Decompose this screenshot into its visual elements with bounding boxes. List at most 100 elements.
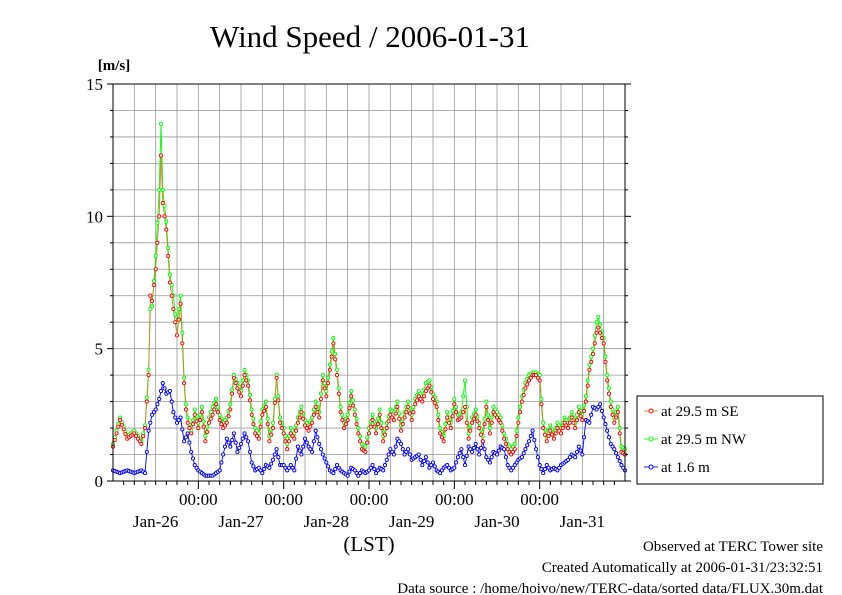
data-point (567, 455, 572, 460)
data-point (402, 415, 407, 420)
data-point (471, 416, 476, 421)
data-point (544, 439, 549, 444)
data-point (468, 447, 473, 452)
data-point (253, 426, 258, 431)
data-point (326, 464, 331, 469)
data-point (169, 293, 174, 298)
data-point (219, 460, 224, 465)
data-point (555, 468, 560, 473)
data-point (313, 399, 318, 404)
data-point (374, 471, 379, 476)
data-point (210, 412, 215, 417)
data-point (596, 325, 601, 330)
data-point (217, 418, 222, 423)
data-point (331, 336, 336, 341)
data-point (304, 426, 309, 431)
data-point (436, 418, 441, 423)
data-point (427, 465, 432, 470)
data-point (347, 400, 352, 405)
data-point (292, 436, 297, 441)
data-point (466, 436, 471, 441)
data-point (274, 375, 279, 380)
data-point (247, 398, 252, 403)
data-point (528, 375, 533, 380)
data-point (171, 306, 176, 312)
data-point (494, 452, 500, 457)
data-point (215, 404, 220, 409)
data-point (187, 426, 192, 431)
data-point (601, 341, 606, 346)
data-point (342, 426, 347, 431)
data-point (411, 404, 416, 409)
data-point (462, 463, 468, 468)
data-point (404, 410, 409, 415)
data-point (587, 367, 592, 372)
data-point (265, 422, 270, 427)
data-point (393, 444, 398, 449)
data-point (363, 444, 368, 449)
data-point (601, 415, 606, 420)
data-point (450, 408, 455, 413)
data-point (406, 399, 411, 404)
data-point (386, 419, 391, 424)
data-point (329, 354, 334, 359)
data-point (345, 418, 350, 423)
data-point (146, 373, 151, 378)
data-point (605, 428, 610, 433)
data-point (301, 444, 306, 449)
date-label: Jan-26 (133, 512, 178, 531)
data-point (416, 452, 421, 457)
data-point (580, 418, 585, 423)
data-point (320, 452, 325, 457)
data-point (496, 448, 501, 453)
data-point (461, 394, 466, 399)
data-point (445, 463, 450, 468)
data-point (251, 416, 256, 421)
data-point (557, 428, 562, 433)
data-point (571, 420, 576, 425)
data-point (189, 449, 194, 454)
data-point (445, 415, 450, 420)
data-point (119, 422, 124, 427)
data-point (182, 381, 187, 386)
data-point (272, 396, 277, 402)
data-point (304, 420, 309, 425)
data-point (525, 443, 530, 448)
data-point (578, 414, 583, 419)
data-point (482, 416, 487, 421)
x-tick-label: 00:00 (350, 490, 389, 509)
data-point (496, 418, 501, 423)
data-point (395, 399, 400, 404)
data-point (397, 439, 402, 444)
data-point (311, 439, 316, 444)
data-point (489, 415, 494, 420)
data-point (516, 415, 521, 420)
data-point (190, 422, 196, 427)
data-point (258, 419, 263, 424)
data-point (199, 410, 204, 415)
data-point (310, 449, 315, 454)
data-point (246, 439, 251, 444)
data-point (132, 431, 137, 436)
data-point (590, 346, 596, 351)
data-point (454, 404, 459, 409)
data-point (162, 203, 167, 208)
data-point (318, 396, 324, 402)
data-point (574, 449, 580, 454)
data-point (372, 424, 377, 429)
data-point (608, 404, 613, 409)
data-point (311, 407, 316, 412)
data-point (324, 394, 329, 399)
x-tick-label: 00:00 (179, 490, 218, 509)
data-point (379, 426, 384, 431)
data-point (311, 412, 316, 417)
data-point (539, 467, 544, 472)
data-point (334, 367, 340, 372)
data-point (578, 448, 583, 453)
data-point (178, 301, 183, 306)
data-point (205, 424, 210, 429)
data-point (164, 219, 169, 224)
data-point (185, 431, 190, 436)
data-point (422, 394, 427, 399)
data-point (301, 416, 306, 421)
